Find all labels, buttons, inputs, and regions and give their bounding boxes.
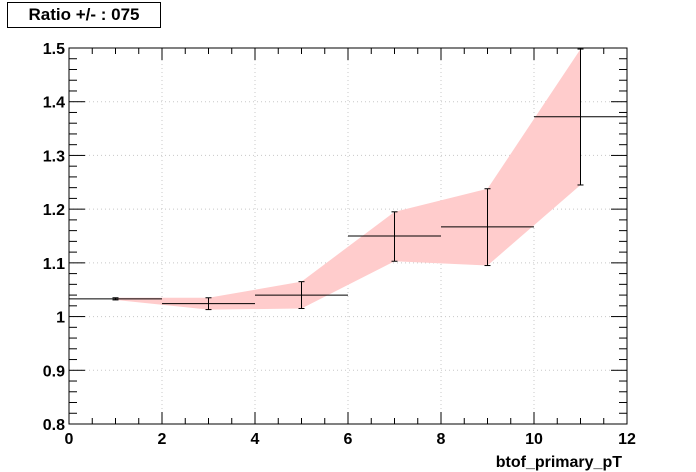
x-axis-label: btof_primary_pT (496, 454, 622, 471)
x-tick-label: 2 (158, 431, 167, 448)
x-tick-label: 10 (525, 431, 543, 448)
error-band (115, 49, 581, 310)
y-tick-label: 0.8 (43, 417, 65, 434)
chart-title: Ratio +/- : 075 (7, 2, 161, 28)
data-point-4 (348, 211, 441, 262)
y-tick-label: 1.5 (43, 41, 65, 58)
y-tick-label: 1.2 (43, 202, 65, 219)
y-tick-label: 1.4 (43, 95, 65, 112)
x-tick-label: 8 (437, 431, 446, 448)
data-point-3 (255, 281, 348, 310)
y-tick-label: 1 (56, 310, 65, 327)
error-band-area (115, 49, 581, 310)
data-point-2 (162, 297, 255, 311)
data-point-1 (69, 297, 162, 301)
x-tick-label: 12 (618, 431, 636, 448)
x-tick-label: 4 (251, 431, 260, 448)
data-point-5 (441, 188, 534, 267)
tick-labels: 0 2 4 6 8 10 12 0.8 0.9 1 1.1 1.2 1.3 1.4 1.5 (43, 41, 636, 448)
x-tick-label: 6 (344, 431, 353, 448)
error-bars (69, 48, 627, 311)
y-tick-label: 1.3 (43, 148, 65, 165)
y-tick-label: 1.1 (43, 256, 65, 273)
axis-ticks (68, 47, 628, 425)
y-tick-label: 0.9 (43, 363, 65, 380)
x-tick-label: 0 (65, 431, 74, 448)
